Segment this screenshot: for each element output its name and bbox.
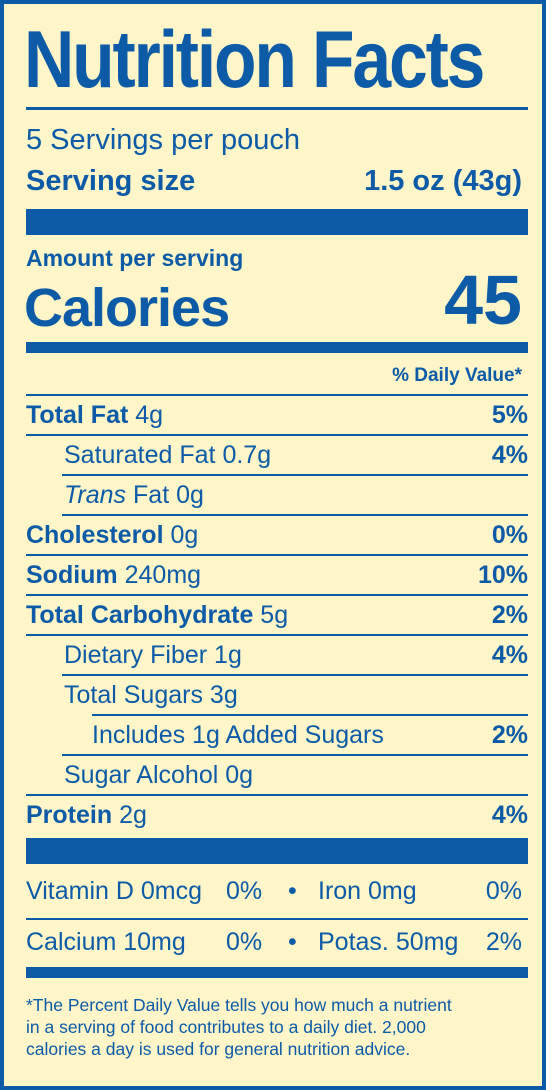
trans-fat-label-italic: Trans (64, 481, 127, 509)
saturated-fat-dv: 4% (491, 441, 528, 469)
row-divider (62, 674, 528, 676)
calcium-dv: 0% (226, 928, 263, 956)
footnote: *The Percent Daily Value tells you how m… (26, 994, 530, 1060)
nutrient-row-trans-fat: Trans Fat 0g (26, 476, 528, 516)
nutrient-row-sugar-alcohol: Sugar Alcohol 0g (26, 756, 528, 796)
nutrient-row-protein: Protein 2g 4% (26, 796, 528, 838)
total-carbohydrate-dv: 2% (491, 601, 528, 629)
bullet-separator: • (288, 928, 297, 956)
saturated-fat-label: Saturated Fat (64, 441, 216, 469)
dietary-fiber-dv: 4% (491, 641, 528, 669)
sugar-alcohol-label: Sugar Alcohol (64, 761, 219, 789)
row-divider (92, 714, 528, 716)
vitamin-d-dv: 0% (226, 877, 263, 905)
serving-size-value: 1.5 oz (43g) (364, 165, 522, 197)
total-fat-dv: 5% (491, 401, 528, 429)
row-divider (26, 434, 528, 436)
nutrient-row-sodium: Sodium 240mg 10% (26, 556, 528, 596)
label-title: Nutrition Facts (24, 15, 485, 105)
amount-per-serving: Amount per serving (26, 245, 244, 271)
thick-rule-top (26, 209, 528, 235)
servings-per-container: 5 Servings per pouch (26, 124, 301, 156)
title-rule (26, 107, 528, 110)
row-divider (26, 554, 528, 556)
cholesterol-amount: 0g (170, 521, 199, 549)
dietary-fiber-amount: 1g (214, 641, 242, 669)
added-sugars-label: Includes 1g Added Sugars (92, 721, 384, 749)
row-divider (26, 634, 528, 636)
nutrient-row-total-sugars: Total Sugars 3g (26, 676, 528, 716)
cholesterol-dv: 0% (491, 521, 528, 549)
vitamin-d-label: Vitamin D 0mcg (26, 877, 202, 905)
protein-amount: 2g (119, 801, 147, 829)
sodium-label: Sodium (26, 561, 118, 589)
medium-rule-calories (26, 342, 528, 353)
potassium-label: Potas. 50mg (318, 928, 459, 956)
total-fat-amount: 4g (135, 401, 164, 429)
sodium-amount: 240mg (124, 561, 202, 589)
total-carbohydrate-label: Total Carbohydrate (26, 601, 254, 629)
serving-size-label: Serving size (26, 165, 196, 197)
row-divider (62, 754, 528, 756)
protein-label: Protein (26, 801, 113, 829)
dv-header-rule (26, 394, 528, 396)
potassium-dv: 2% (485, 928, 522, 956)
row-divider (26, 794, 528, 796)
nutrient-row-total-fat: Total Fat 4g 5% (26, 396, 528, 436)
protein-dv: 4% (491, 801, 528, 829)
total-fat-label: Total Fat (26, 401, 129, 429)
nutrient-row-total-carbohydrate: Total Carbohydrate 5g 2% (26, 596, 528, 636)
row-divider (62, 474, 528, 476)
total-sugars-amount: 3g (209, 681, 238, 709)
iron-label: Iron 0mg (318, 877, 417, 905)
dietary-fiber-label: Dietary Fiber (64, 641, 208, 669)
vitamin-divider (26, 918, 528, 920)
nutrient-row-cholesterol: Cholesterol 0g 0% (26, 516, 528, 556)
row-divider (26, 594, 528, 596)
saturated-fat-amount: 0.7g (222, 441, 272, 469)
thick-rule-protein (26, 838, 528, 864)
bullet-separator: • (288, 877, 297, 905)
iron-dv: 0% (485, 877, 522, 905)
footnote-line-1: *The Percent Daily Value tells you how m… (26, 995, 452, 1015)
total-sugars-label: Total Sugars (64, 681, 203, 709)
trans-fat-label: Fat (133, 481, 170, 509)
trans-fat-amount: 0g (176, 481, 204, 509)
sodium-dv: 10% (477, 561, 528, 589)
nutrient-row-dietary-fiber: Dietary Fiber 1g 4% (26, 636, 528, 676)
daily-value-header: % Daily Value* (392, 365, 522, 386)
nutrient-row-added-sugars: Includes 1g Added Sugars 2% (26, 716, 528, 756)
calcium-label: Calcium 10mg (26, 928, 186, 956)
total-carbohydrate-amount: 5g (260, 601, 289, 629)
footnote-line-2: in a serving of food contributes to a da… (26, 1017, 426, 1037)
calories-label: Calories (24, 278, 230, 338)
row-divider (62, 514, 528, 516)
sugar-alcohol-amount: 0g (225, 761, 254, 789)
nutrient-row-saturated-fat: Saturated Fat 0.7g 4% (26, 436, 528, 476)
added-sugars-dv: 2% (491, 721, 528, 749)
medium-rule-footnote (26, 967, 528, 978)
calories-value: 45 (444, 261, 522, 339)
cholesterol-label: Cholesterol (26, 521, 164, 549)
footnote-line-3: calories a day is used for general nutri… (26, 1039, 411, 1059)
